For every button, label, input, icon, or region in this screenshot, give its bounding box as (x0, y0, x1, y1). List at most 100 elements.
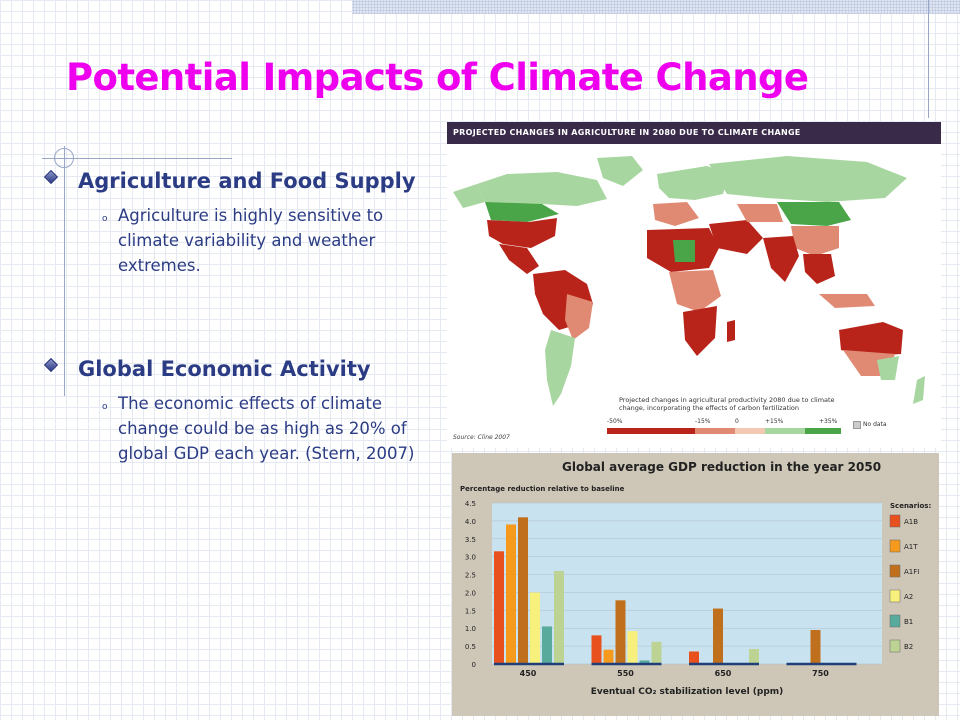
chart-legend-label: A1FI (904, 568, 919, 576)
map-region-europe-south (653, 202, 699, 226)
map-region-china-south (791, 226, 839, 256)
bullet-heading: Global Economic Activity (78, 357, 371, 381)
bullet-subtext-content: The economic effects of climate change c… (118, 394, 415, 463)
map-region-central-asia (737, 204, 783, 222)
map-header: PROJECTED CHANGES IN AGRICULTURE IN 2080… (447, 122, 941, 144)
chart-y-tick-label: 2.5 (465, 572, 476, 580)
chart-bar-a2-550 (627, 631, 638, 664)
chart-legend-swatch-a2 (889, 589, 901, 603)
world-map-image (453, 156, 925, 406)
map-region-china-north (777, 202, 851, 226)
map-region-africa-south (683, 306, 717, 356)
chart-bar-a1t-450 (506, 524, 516, 664)
legend-swatch-increase (765, 428, 805, 434)
sub-bullet-marker: o (102, 214, 108, 224)
chart-y-tick-label: 3.0 (465, 554, 476, 562)
chart-bar-b2-650 (749, 648, 759, 664)
chart-legend-swatch-a1b (889, 514, 901, 528)
legend-label: +15% (765, 418, 784, 425)
decorative-left-line (64, 146, 65, 396)
map-region-madagascar (727, 320, 735, 342)
chart-bar-a1fi-650 (713, 608, 723, 664)
slide-title: Potential Impacts of Climate Change (66, 56, 809, 99)
chart-legend-label: A2 (904, 593, 913, 601)
bullet-agriculture: Agriculture and Food Supply o Agricultur… (42, 166, 422, 278)
diamond-bullet-icon (43, 357, 59, 373)
chart-legend-swatch-a1t (889, 539, 901, 553)
gdp-chart-figure: Global average GDP reduction in the year… (452, 453, 939, 716)
legend-no-data-swatch (853, 421, 861, 429)
map-region-usa-north (485, 202, 559, 222)
decorative-vertical-line (928, 0, 929, 118)
map-region-alaska (453, 184, 485, 208)
map-region-brazil-east (565, 294, 593, 340)
map-region-russia (709, 156, 907, 202)
decorative-horizontal-line (42, 158, 232, 159)
agriculture-map-figure: PROJECTED CHANGES IN AGRICULTURE IN 2080… (447, 122, 941, 448)
chart-bar-b1-550 (639, 660, 650, 664)
map-region-usa-south (487, 218, 557, 248)
chart-bar-b2-550 (651, 641, 662, 664)
diamond-bullet-icon (43, 169, 59, 185)
map-region-canada (477, 172, 607, 210)
chart-x-axis-label: Eventual CO₂ stabilization level (ppm) (591, 687, 784, 697)
chart-legend-label: B2 (904, 643, 913, 651)
gdp-chart-svg: Global average GDP reduction in the year… (460, 460, 931, 697)
chart-bar-b2-450 (554, 570, 564, 664)
chart-bar-a1fi-750 (810, 630, 821, 664)
chart-x-tick-label: 650 (715, 669, 732, 678)
legend-swatch-strong-decline (607, 428, 695, 434)
chart-bar-a1fi-550 (615, 600, 626, 664)
chart-legend-swatch-b1 (889, 614, 901, 628)
map-region-new-zealand (913, 376, 925, 404)
chart-bar-a1fi-450 (518, 517, 528, 664)
chart-bar-a1b-650 (689, 651, 699, 664)
chart-legend-label: A1B (904, 518, 918, 526)
legend-swatch-strong-increase (805, 428, 841, 434)
legend-swatch-slight-decline (735, 428, 765, 434)
chart-legend-label: B1 (904, 618, 913, 626)
map-region-australia-north (839, 322, 903, 356)
map-region-europe-north (657, 166, 729, 200)
chart-y-tick-label: 4.0 (465, 518, 476, 526)
legend-swatch-decline (695, 428, 735, 434)
chart-y-axis-label: Percentage reduction relative to baselin… (460, 485, 625, 493)
chart-legend-title: Scenarios: (890, 502, 931, 510)
chart-bar-a1b-450 (494, 551, 504, 664)
legend-label: -50% (607, 418, 623, 425)
bullet-subtext: o Agriculture is highly sensitive to cli… (102, 203, 422, 278)
chart-bar-a2-450 (530, 592, 540, 664)
chart-x-tick-label: 750 (812, 669, 829, 678)
chart-y-tick-label: 4.5 (465, 500, 476, 508)
chart-y-tick-label: 0 (472, 661, 476, 669)
legend-label: -15% (695, 418, 711, 425)
decorative-circle (54, 148, 74, 168)
chart-y-tick-label: 2.0 (465, 589, 476, 597)
sub-bullet-marker: o (102, 402, 108, 412)
chart-x-tick-label: 450 (520, 669, 537, 678)
chart-title: Global average GDP reduction in the year… (562, 460, 881, 474)
map-caption: Projected changes in agricultural produc… (619, 396, 835, 412)
map-source: Source: Cline 2007 (453, 434, 510, 441)
map-region-africa-central (669, 270, 721, 312)
bullet-subtext-content: Agriculture is highly sensitive to clima… (118, 206, 384, 275)
chart-bar-a1b-550 (591, 635, 602, 664)
chart-y-tick-label: 0.5 (465, 643, 476, 651)
map-legend-bar (607, 428, 841, 434)
chart-legend-swatch-b2 (889, 639, 901, 653)
chart-legend-swatch-a1fi (889, 564, 901, 578)
map-region-india (763, 236, 799, 282)
bullet-heading: Agriculture and Food Supply (78, 169, 416, 193)
chart-y-tick-label: 1.5 (465, 607, 476, 615)
map-region-africa-sahel (673, 240, 695, 262)
chart-y-tick-label: 1.0 (465, 625, 476, 633)
bullet-subtext: o The economic effects of climate change… (102, 391, 422, 466)
chart-y-tick-label: 3.5 (465, 536, 476, 544)
legend-label: 0 (735, 418, 739, 425)
map-region-south-america-south (545, 330, 575, 406)
map-region-southeast-asia (803, 254, 835, 284)
chart-x-tick-label: 550 (617, 669, 634, 678)
map-region-mexico (499, 244, 539, 274)
map-region-middle-east (709, 220, 763, 254)
top-decorative-band (352, 0, 960, 14)
